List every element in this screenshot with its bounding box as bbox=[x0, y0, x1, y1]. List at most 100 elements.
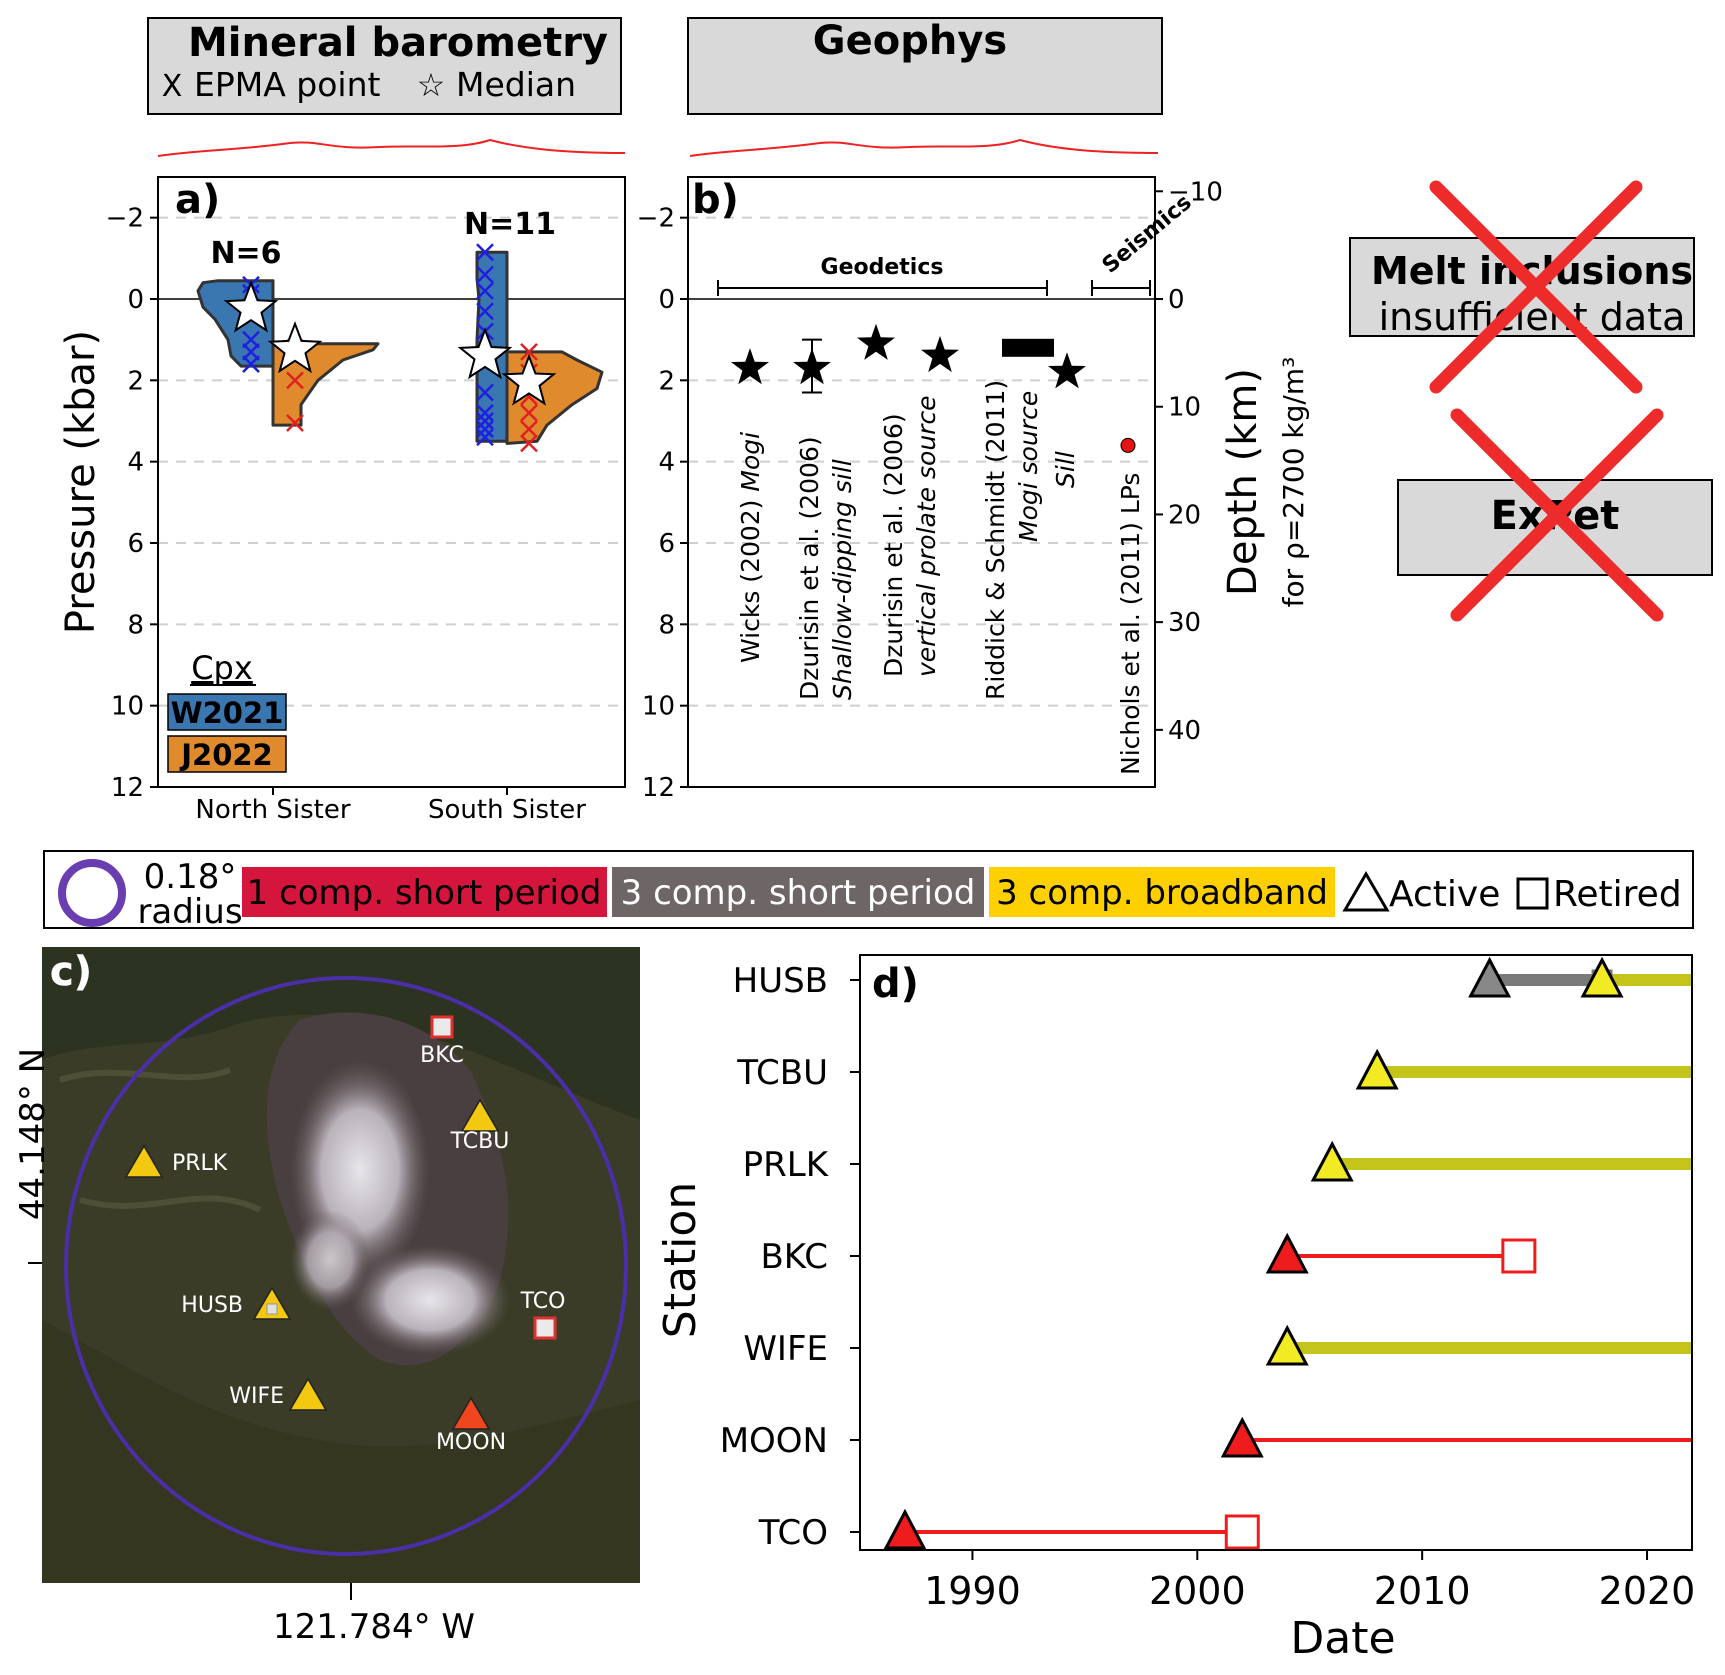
x-tick-label: 2020 bbox=[1599, 1569, 1696, 1613]
panel-a: −2 0 2 4 6 8 10 12 a) N=6 N=11 North Sister Sou… bbox=[58, 176, 626, 825]
panel-d-xlabel: Date bbox=[1290, 1613, 1395, 1664]
type1-label: 1 comp. short period bbox=[247, 873, 602, 913]
map-station-triangle bbox=[288, 1377, 328, 1411]
epma-point-w2021 bbox=[476, 383, 494, 402]
panel-a-header-title: Mineral barometry bbox=[188, 20, 608, 66]
cpx-legend-title: Cpx bbox=[191, 649, 253, 687]
source-label-wicks: Wicks (2002) Mogi bbox=[736, 432, 765, 663]
type2-label: 3 comp. short period bbox=[621, 873, 976, 913]
map-station-label: BKC bbox=[420, 1043, 464, 1068]
y-tick-label: −2 bbox=[106, 204, 144, 234]
south-sister-count: N=11 bbox=[464, 207, 556, 242]
legend-label-w2021: W2021 bbox=[171, 696, 284, 730]
panel-d-label: d) bbox=[872, 961, 919, 1007]
source-bar bbox=[1002, 338, 1054, 357]
panel-d-frame bbox=[859, 954, 1693, 1551]
epma-point-w2021 bbox=[476, 302, 494, 321]
source-star bbox=[857, 323, 895, 360]
map-station-label: HUSB bbox=[181, 1293, 243, 1318]
radius-circle-icon bbox=[58, 859, 126, 927]
station-tick-label: WIFE bbox=[743, 1329, 828, 1369]
geodetics-label: Geodetics bbox=[821, 255, 944, 280]
x-tick-label: 2010 bbox=[1374, 1569, 1471, 1613]
epma-point-w2021 bbox=[476, 412, 494, 430]
map-forest-north bbox=[42, 947, 640, 1120]
depth-tick-label: −10 bbox=[1168, 177, 1223, 207]
station-legend-strip: 0.18° radius 1 comp. short period 3 comp… bbox=[43, 850, 1694, 932]
map-radius-circle bbox=[64, 976, 628, 1556]
x-tick-label: 1990 bbox=[924, 1569, 1021, 1613]
source-star bbox=[921, 335, 959, 373]
melt-inclusions-box-bg bbox=[1349, 237, 1695, 337]
active-label: Active bbox=[1389, 874, 1500, 915]
panel-b-header-title: Geophys bbox=[813, 18, 1007, 64]
epma-point-j2022 bbox=[520, 403, 538, 422]
legend-swatch-j2022 bbox=[167, 735, 287, 773]
source-label-dzurisin-2: Dzurisin et al. (2006) bbox=[879, 413, 908, 677]
y-tick-label: 12 bbox=[111, 773, 144, 803]
active-marker bbox=[1265, 1232, 1309, 1274]
source-label-dzurisin-1: Dzurisin et al. (2006) bbox=[795, 436, 824, 700]
geodetics-bracket: Geodetics bbox=[717, 255, 1048, 296]
source-label-riddick: Riddick & Schmidt (2011) bbox=[981, 380, 1010, 700]
latitude-label: 44.148° N bbox=[13, 1048, 53, 1220]
panel-a-profile-line bbox=[157, 138, 626, 157]
melt-inclusions-subtitle: insufficient data bbox=[1379, 295, 1686, 339]
panel-d-ylabel: Station bbox=[655, 1182, 706, 1338]
melt-cross-line-2 bbox=[1429, 180, 1643, 394]
source-label-nichols: Nichols et al. (2011) LPs bbox=[1116, 473, 1145, 775]
median-star-j2022 bbox=[267, 320, 323, 374]
map-station-label: MOON bbox=[436, 1430, 506, 1455]
epma-point-j2022 bbox=[520, 420, 538, 439]
type3-swatch bbox=[989, 867, 1335, 917]
depth-tick-label: 0 bbox=[1168, 285, 1185, 315]
type3-label: 3 comp. broadband bbox=[996, 873, 1328, 913]
retired-square-icon bbox=[1516, 877, 1549, 910]
active-marker bbox=[1580, 956, 1624, 998]
map-forest-south bbox=[42, 1320, 640, 1583]
panel-b-profile-line bbox=[689, 138, 1159, 157]
epma-point-j2022 bbox=[286, 414, 304, 432]
retired-marker bbox=[1224, 1514, 1260, 1550]
map-station-triangle bbox=[124, 1144, 164, 1178]
station-tick-label: TCBU bbox=[736, 1053, 828, 1093]
panel-b-header: Geophys bbox=[687, 17, 1163, 115]
station-tick-label: TCO bbox=[758, 1513, 828, 1553]
y-tick-label: 0 bbox=[127, 285, 144, 315]
depth-tick-label: 40 bbox=[1168, 716, 1201, 746]
station-tick-label: HUSB bbox=[733, 961, 828, 1001]
y-tick-label: 2 bbox=[127, 366, 144, 396]
epma-point-j2022 bbox=[520, 342, 538, 361]
panel-a-header: Mineral barometry X EPMA point ☆ Median bbox=[147, 17, 622, 115]
map-station-label: TCO bbox=[520, 1289, 566, 1314]
type2-swatch bbox=[612, 867, 984, 917]
map-station-label: PRLK bbox=[172, 1151, 228, 1176]
y-tick-label: 4 bbox=[127, 448, 144, 478]
panel-b-frame bbox=[687, 176, 1156, 788]
depth-tick-label: 10 bbox=[1168, 393, 1201, 423]
source-label-dzurisin-2-model: vertical prolate source bbox=[912, 395, 941, 677]
epma-point-label: EPMA point bbox=[194, 65, 381, 104]
station-tick-label: PRLK bbox=[743, 1145, 830, 1185]
panel-b: −2 0 2 4 6 8 10 12 −10 0 10 20 30 40 b) Geodetics Se… bbox=[637, 176, 1310, 803]
active-marker bbox=[1220, 1416, 1264, 1458]
depth-axis-sublabel: for ρ=2700 kg/m³ bbox=[1277, 357, 1310, 608]
station-tick-label: MOON bbox=[720, 1421, 828, 1461]
longitude-label: 121.784° W bbox=[273, 1607, 475, 1647]
source-star bbox=[793, 348, 831, 385]
legend-swatch-w2021 bbox=[167, 693, 287, 731]
source-label-riddick-mogi: Mogi source bbox=[1014, 391, 1043, 542]
epma-point-j2022 bbox=[286, 371, 304, 390]
active-marker bbox=[1355, 1048, 1399, 1090]
map-station-triangle bbox=[460, 1098, 500, 1132]
expet-box-bg bbox=[1397, 479, 1713, 576]
panel-d: 1990 2000 2010 2020 HUSB TCBU PRLK BKC WIFE MOON T… bbox=[655, 954, 1696, 1664]
panel-c-map: BKC TCBU PRLK HUSB TCO WIFE MOON c) bbox=[42, 947, 640, 1583]
source-label-wicks-text: Wicks (2002) bbox=[736, 500, 765, 663]
radius-label-1: 0.18° bbox=[144, 857, 237, 897]
retired-label: Retired bbox=[1553, 874, 1682, 915]
source-label-dzurisin-1-model: Shallow-dipping sill bbox=[828, 459, 857, 700]
cpx-legend: Cpx W2021 J2022 bbox=[167, 649, 287, 773]
epma-point-w2021 bbox=[476, 428, 494, 447]
